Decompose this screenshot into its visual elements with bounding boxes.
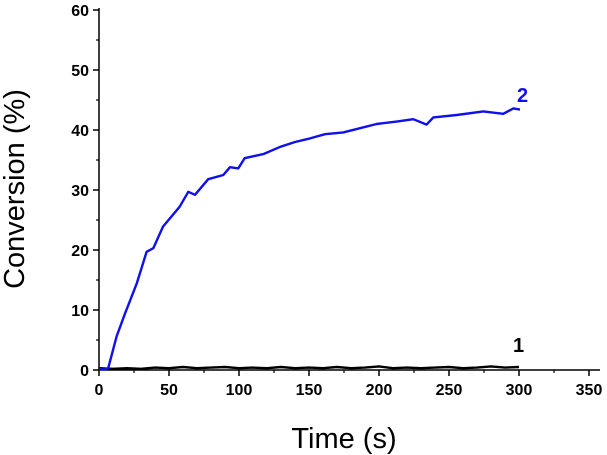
y-tick-label: 60	[71, 3, 89, 20]
x-tick-label: 150	[296, 382, 323, 399]
y-tick-label: 40	[71, 123, 89, 140]
y-tick-label: 50	[71, 63, 89, 80]
y-tick-label: 20	[71, 243, 89, 260]
y-tick-label: 0	[80, 363, 89, 380]
series-line-2	[99, 107, 521, 371]
series-label-2: 2	[517, 85, 528, 107]
x-tick-label: 300	[506, 382, 533, 399]
series-group	[98, 107, 521, 371]
x-tick-label: 100	[226, 382, 253, 399]
x-tick-label: 350	[576, 382, 603, 399]
x-tick-label: 200	[366, 382, 393, 399]
x-tick-label: 0	[95, 382, 104, 399]
x-tick-label: 50	[160, 382, 178, 399]
y-tick-label: 10	[71, 303, 89, 320]
x-axis-title: Time (s)	[291, 423, 396, 455]
series-label-1: 1	[513, 335, 524, 357]
y-axis-title: Conversion (%)	[0, 89, 31, 289]
y-tick-label: 30	[71, 183, 89, 200]
x-tick-label: 250	[436, 382, 463, 399]
axes: 0 50 100 150 200 250 300 350 0 10 20 30 40 50 60	[71, 3, 602, 399]
